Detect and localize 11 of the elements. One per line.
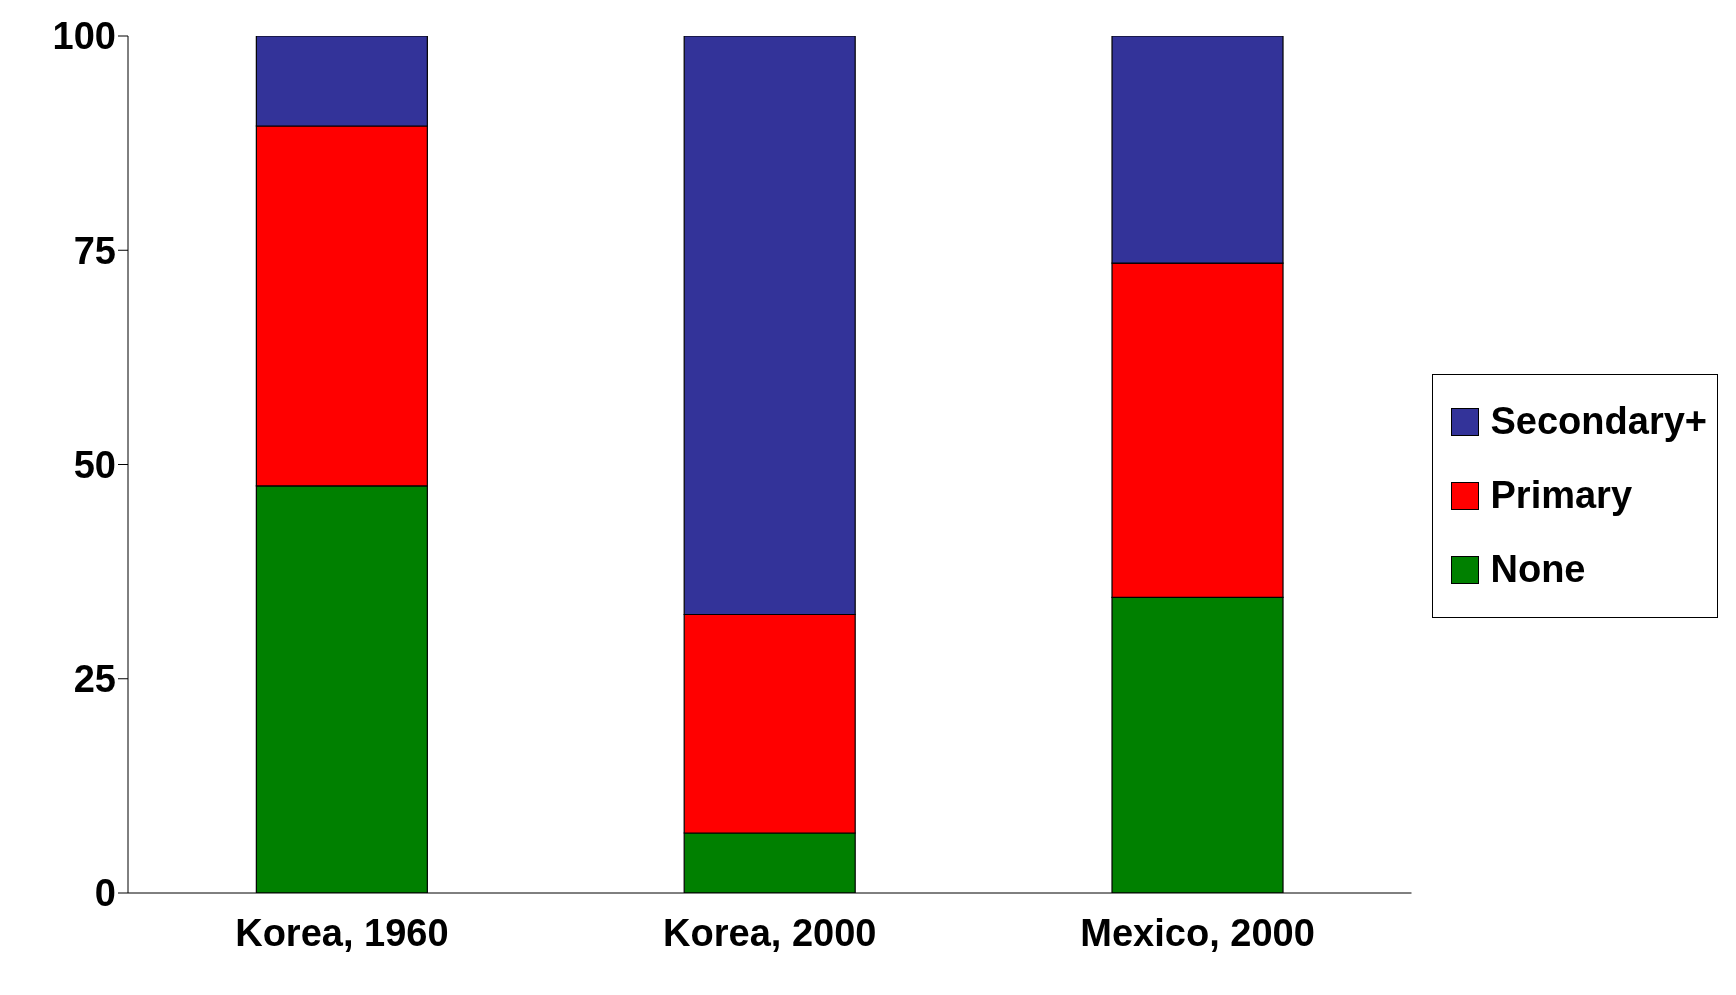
x-tick-label: Korea, 2000	[663, 911, 877, 954]
legend-label: Primary	[1490, 474, 1633, 517]
y-tick-label: 50	[73, 443, 116, 486]
y-tick-label: 25	[73, 658, 116, 701]
x-tick-label: Mexico, 2000	[1080, 911, 1315, 954]
x-tick-label: Korea, 1960	[235, 911, 449, 954]
y-tick-label: 75	[73, 229, 116, 272]
y-tick-label: 0	[94, 872, 116, 915]
legend-label: None	[1490, 548, 1586, 591]
y-tick-label: 100	[52, 15, 116, 58]
legend-label: Secondary+	[1490, 400, 1707, 443]
